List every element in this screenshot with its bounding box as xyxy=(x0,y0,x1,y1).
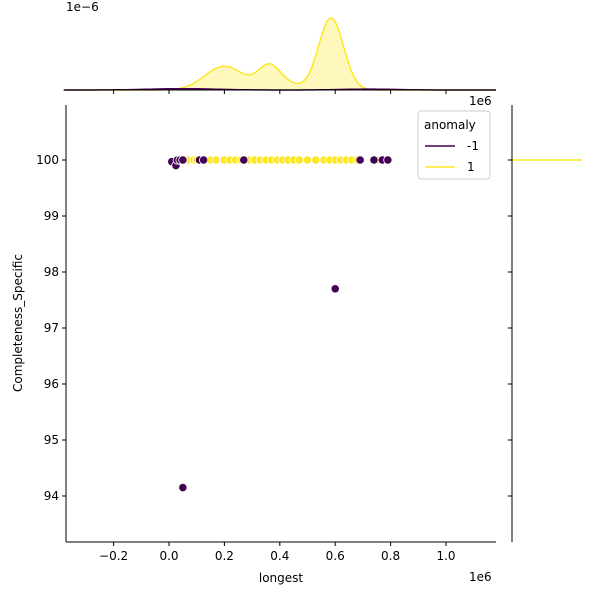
top-marginal-offset-label: 1e−6 xyxy=(66,0,99,14)
scatter-point-neg1 xyxy=(355,155,365,165)
x-offset-label: 1e6 xyxy=(469,570,492,584)
scatter-point-neg1 xyxy=(178,155,188,165)
scatter-point-neg1 xyxy=(178,482,188,493)
x-axis-label: longest xyxy=(259,571,304,585)
y-tick-label: 96 xyxy=(44,377,59,391)
ticks: −0.2 0.0 0.2 0.4 0.6 0.8 1.0 94 95 96 97 98 99 100 xyxy=(36,90,512,563)
legend-title: anomaly xyxy=(424,118,476,132)
y-tick-label: 95 xyxy=(44,433,59,447)
kde-fill-1 xyxy=(63,18,496,90)
scatter-point-neg1 xyxy=(199,155,209,165)
y-axis-label: Completeness_Specific xyxy=(11,254,25,392)
scatter-point-1 xyxy=(294,155,304,165)
x-tick-label: 0.6 xyxy=(326,549,345,563)
scatter-point-1 xyxy=(311,155,321,165)
scatter-point-1 xyxy=(211,155,221,165)
x-tick-label: −0.2 xyxy=(99,549,128,563)
legend-label-neg1: -1 xyxy=(467,139,479,153)
scatter-points xyxy=(167,155,393,493)
x-tick-label: 1.0 xyxy=(436,549,455,563)
scatter-point-neg1 xyxy=(330,284,340,294)
scatter-point-1 xyxy=(302,155,313,165)
scatter-point-neg1 xyxy=(239,155,249,165)
legend-label-1: 1 xyxy=(467,160,475,174)
x-tick-label: 0.0 xyxy=(159,549,178,563)
x-tick-label: 0.4 xyxy=(270,549,289,563)
y-tick-label: 100 xyxy=(36,153,59,167)
axes-spines xyxy=(65,105,496,543)
y-tick-label: 94 xyxy=(44,489,59,503)
x-tick-label: 0.2 xyxy=(215,549,234,563)
x-offset-label-top: 1e6 xyxy=(469,94,492,108)
top-marginal-kde xyxy=(63,17,496,91)
legend-box xyxy=(417,110,491,180)
y-tick-label: 97 xyxy=(44,321,59,335)
scatter-point-neg1 xyxy=(369,155,379,165)
scatter-point-neg1 xyxy=(383,155,393,165)
y-tick-label: 99 xyxy=(44,209,59,223)
y-tick-label: 98 xyxy=(44,265,59,279)
x-tick-label: 0.8 xyxy=(381,549,400,563)
legend: anomaly -1 1 xyxy=(417,110,491,180)
